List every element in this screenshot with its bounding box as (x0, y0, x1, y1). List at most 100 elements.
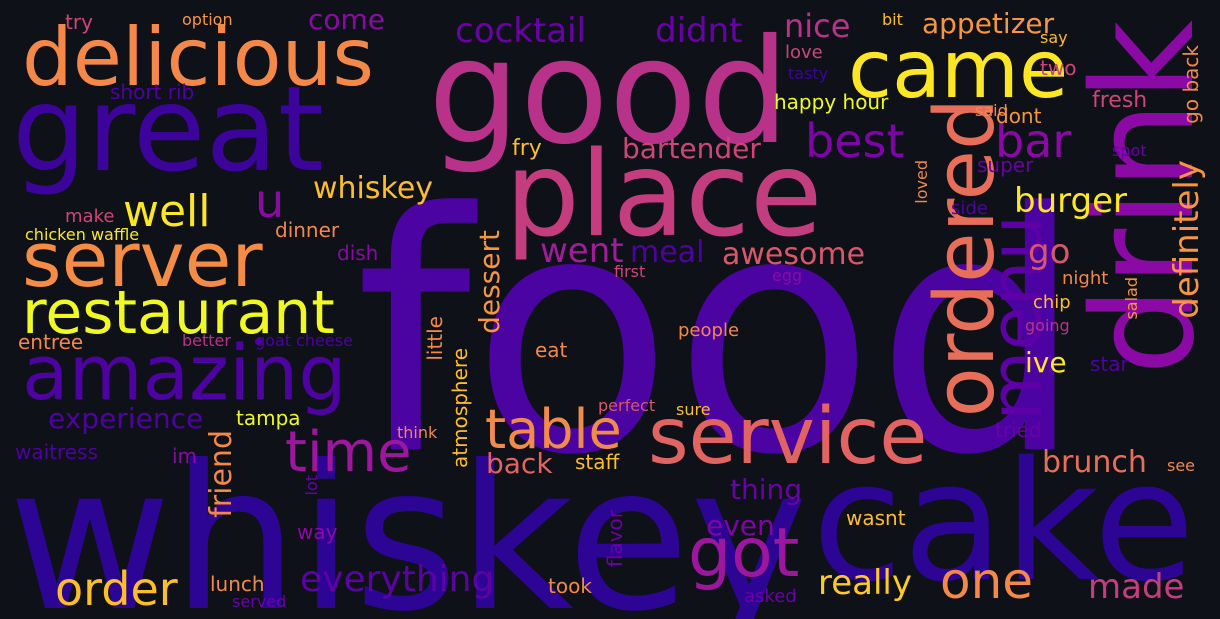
word-great: great (12, 60, 324, 198)
word-didnt: didnt (655, 11, 743, 51)
word-whiskey: whiskey (8, 423, 809, 619)
word-goat-cheese: goat cheese (255, 331, 353, 350)
word-thing: thing (730, 473, 803, 506)
word-better: better (182, 331, 231, 350)
word-atmosphere: atmosphere (448, 348, 472, 468)
word-bit: bit (882, 10, 903, 29)
word-see: see (1167, 456, 1196, 475)
word-make: make (65, 206, 115, 227)
word-cake: cake (812, 426, 1196, 618)
word-order: order (55, 562, 178, 616)
word-bartender: bartender (622, 132, 761, 165)
word-first: first (614, 262, 646, 281)
word-friend: friend (204, 430, 239, 518)
word-lot: lot (302, 475, 321, 496)
word-said: said (975, 101, 1008, 120)
word-made: made (1088, 567, 1185, 607)
word-dish: dish (337, 241, 379, 265)
word-cocktail: cocktail (455, 11, 586, 51)
word-try: try (65, 10, 93, 34)
word-amazing: amazing (22, 328, 347, 417)
word-spot: spot (1112, 141, 1147, 160)
word-table: table (485, 398, 622, 461)
word-fresh: fresh (1092, 88, 1148, 113)
word-tampa: tampa (236, 406, 301, 430)
word-went: went (540, 231, 624, 271)
word-way: way (297, 520, 338, 544)
word-food: food (355, 143, 1085, 527)
word-wasnt: wasnt (846, 506, 906, 530)
word-loved: loved (912, 160, 931, 204)
word-sure: sure (676, 400, 711, 419)
word-salad: salad (1122, 277, 1141, 320)
word-perfect: perfect (598, 396, 656, 415)
word-meal: meal (630, 235, 705, 270)
word-everything: everything (300, 559, 495, 600)
word-go-back: go back (1179, 45, 1203, 124)
word-well: well (123, 186, 211, 237)
word-happy-hour: happy hour (774, 90, 889, 114)
word-chicken-waffle: chicken waffle (25, 225, 140, 244)
word-time: time (285, 420, 412, 485)
word-came: came (848, 23, 1069, 116)
word-waitress: waitress (15, 440, 98, 464)
word-u: u (255, 174, 285, 228)
word-staff: staff (575, 450, 620, 474)
word-awesome: awesome (722, 237, 866, 272)
word-brunch: brunch (1042, 445, 1147, 480)
word-took: took (548, 574, 592, 598)
word-back: back (486, 447, 553, 480)
word-dessert: dessert (473, 230, 506, 334)
word-love: love (785, 42, 823, 63)
dot-marker (255, 338, 262, 345)
word-people: people (678, 320, 740, 341)
word-ive: ive (1025, 346, 1067, 379)
word-delicious: delicious (22, 11, 374, 104)
word-side: side (951, 198, 988, 219)
word-egg: egg (772, 266, 803, 285)
word-appetizer: appetizer (922, 7, 1055, 40)
word-really: really (818, 563, 912, 603)
word-service: service (648, 392, 928, 482)
word-server: server (22, 215, 263, 304)
word-super: super (977, 153, 1034, 177)
word-short-rib: short rib (110, 80, 195, 104)
word-two: two (1040, 56, 1077, 80)
word-good: good (428, 8, 790, 177)
word-eat: eat (535, 338, 568, 362)
word-fry: fry (512, 136, 542, 161)
word-star: star (1090, 352, 1129, 376)
word-option: option (182, 10, 233, 29)
word-best: best (805, 114, 905, 168)
word-whiskey: whiskey (313, 171, 434, 206)
word-think: think (397, 423, 438, 442)
word-nice: nice (784, 7, 851, 45)
word-come: come (308, 3, 386, 36)
word-tried: tried (995, 418, 1042, 442)
word-tasty: tasty (788, 64, 829, 83)
word-flavor: flavor (603, 510, 627, 568)
word-dont: dont (996, 104, 1042, 128)
word-restaurant: restaurant (22, 278, 335, 348)
word-im: im (172, 444, 198, 468)
word-night: night (1062, 268, 1109, 289)
word-experience: experience (48, 402, 204, 435)
word-dinner: dinner (275, 218, 340, 242)
word-served: served (232, 592, 287, 611)
word-bar: bar (995, 114, 1072, 168)
word-asked: asked (744, 586, 797, 607)
word-chip: chip (1033, 292, 1071, 313)
word-entree: entree (18, 330, 84, 354)
word-got: got (688, 514, 800, 593)
word-burger: burger (1014, 181, 1127, 221)
word-lunch: lunch (210, 572, 265, 596)
word-definitely: definitely (1167, 160, 1207, 319)
word-going: going (1025, 316, 1070, 335)
word-one: one (940, 552, 1034, 610)
word-little: little (423, 316, 447, 361)
word-say: say (1040, 28, 1068, 47)
word-place: place (505, 125, 823, 263)
word-go: go (1028, 232, 1071, 272)
word-even: even (706, 509, 775, 542)
